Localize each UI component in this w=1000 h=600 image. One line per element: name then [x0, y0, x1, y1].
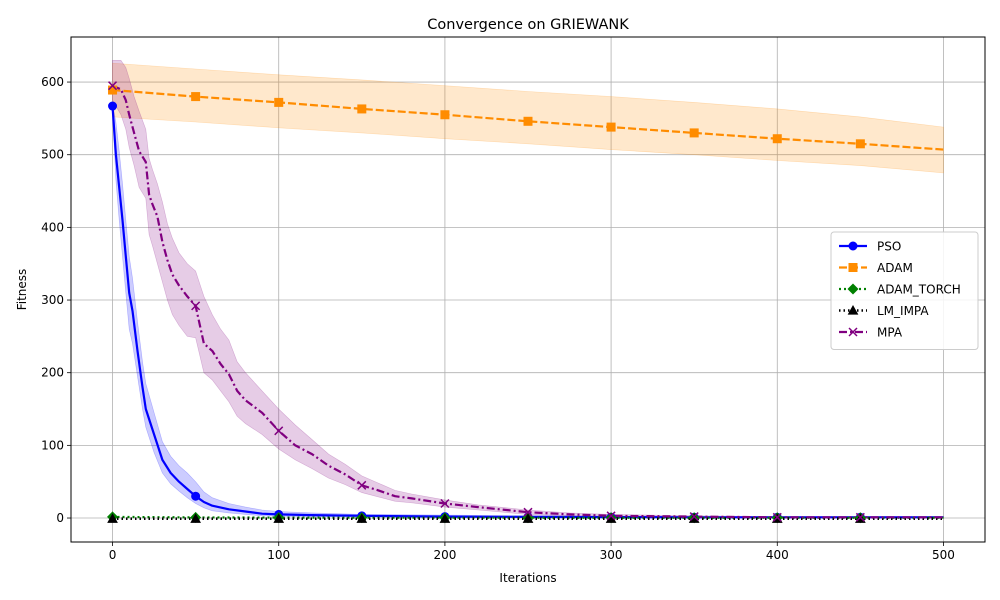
adam-marker: [772, 134, 782, 144]
mpa-marker: [357, 480, 367, 490]
legend-item-adam: ADAM: [839, 261, 913, 275]
x-tick-label: 200: [433, 548, 456, 562]
legend-item-mpa: MPA: [839, 326, 903, 340]
x-tick-label: 400: [766, 548, 789, 562]
y-tick-label: 500: [41, 148, 64, 162]
mpa-line: [112, 84, 944, 519]
y-tick-label: 0: [56, 511, 64, 525]
legend-marker-pso: [848, 241, 858, 251]
legend-label-adam: ADAM: [877, 261, 913, 275]
legend-label-mpa: MPA: [877, 326, 903, 340]
legend-marker-lm-impa: [847, 304, 859, 315]
legend-box: [830, 231, 979, 350]
y-tick-label: 300: [41, 293, 64, 307]
x-tick-label: 300: [600, 548, 623, 562]
axis-ticks: 0 100 200 300 400 500 0 100 200 300 400 500 600: [41, 75, 955, 562]
legend-marker-adam-torch: [847, 283, 859, 295]
lm-impa-marker: [356, 513, 368, 523]
mpa-marker: [440, 498, 450, 509]
mpa-marker: [689, 512, 699, 522]
lm-impa-marker: [439, 513, 451, 523]
adam-marker: [440, 110, 450, 120]
mpa-marker: [606, 511, 616, 521]
adam-marker: [689, 128, 699, 138]
mpa-marker: [523, 507, 533, 517]
x-tick-label: 0: [109, 548, 117, 562]
x-axis-label: Iterations: [499, 571, 556, 585]
adam-marker: [108, 85, 118, 95]
legend-marker-adam: [848, 263, 858, 272]
legend-item-lm-impa: LM_IMPA: [839, 304, 929, 318]
pso-marker: [108, 101, 118, 111]
legend-label-lm-impa: LM_IMPA: [877, 304, 929, 318]
legend-label-pso: PSO: [877, 240, 901, 254]
adam-marker: [274, 97, 284, 107]
adam-marker: [357, 104, 367, 114]
y-tick-label: 600: [41, 75, 64, 89]
adam-marker: [191, 92, 201, 102]
mpa-marker: [274, 426, 284, 436]
y-tick-label: 100: [41, 438, 64, 452]
chart-title: Convergence on GRIEWANK: [427, 17, 629, 33]
legend-item-adam-torch: ADAM_TORCH: [839, 283, 961, 297]
adam-marker: [855, 139, 865, 149]
legend: PSO ADAM ADAM_TORCH LM_IMPA MPA: [830, 231, 979, 350]
series-markers: [107, 81, 866, 524]
y-tick-label: 200: [41, 366, 64, 380]
adam-marker: [523, 116, 533, 126]
plot-frame: [70, 36, 986, 543]
mpa-marker: [108, 81, 118, 91]
lm-impa-marker: [107, 513, 118, 523]
lm-impa-marker: [190, 513, 201, 523]
mpa-marker: [855, 512, 865, 522]
y-tick-label: 400: [41, 220, 64, 234]
lm-impa-marker: [273, 513, 285, 523]
legend-item-pso: PSO: [839, 240, 901, 254]
adam-line: [112, 88, 944, 151]
mpa-marker: [772, 512, 782, 522]
x-tick-label: 100: [267, 548, 290, 562]
legend-label-adam-torch: ADAM_TORCH: [877, 283, 961, 297]
x-tick-label: 500: [932, 548, 955, 562]
pso-marker: [191, 491, 201, 501]
mpa-marker: [191, 301, 201, 311]
lm-impa-marker: [522, 513, 534, 523]
adam-marker: [606, 122, 616, 132]
y-axis-label: Fitness: [15, 269, 29, 311]
legend-marker-mpa: [848, 327, 858, 337]
